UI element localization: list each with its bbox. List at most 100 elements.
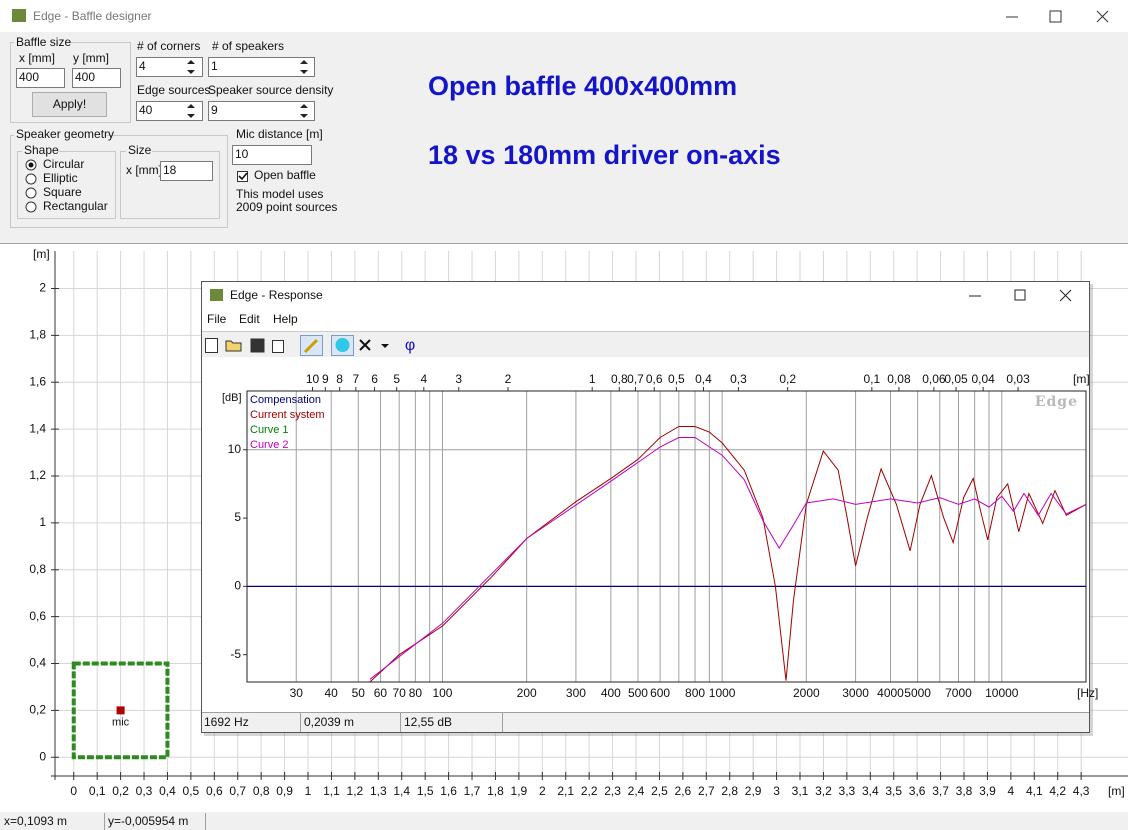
label: x [mm] (19, 51, 55, 65)
save-icon[interactable] (250, 338, 265, 353)
radio-button[interactable] (25, 187, 37, 199)
menu-item[interactable]: File (207, 312, 227, 326)
spin-input[interactable] (136, 57, 203, 77)
x-tick-label: 3,8 (956, 784, 973, 798)
y-tick-label: 0,8 (29, 562, 46, 576)
radio-label: Square (43, 185, 82, 199)
y-tick-label: 1,2 (29, 468, 46, 482)
y-tick-label: 1,6 (29, 374, 46, 388)
spin-input[interactable] (208, 101, 315, 121)
input-value: 400 (75, 70, 95, 84)
x-tick-label: 3,7 (932, 784, 949, 798)
x-tick-label: 2 (539, 784, 546, 798)
x-tick-label: 3,2 (815, 784, 832, 798)
watermark: Edge (1035, 394, 1078, 410)
text-input[interactable] (160, 161, 213, 181)
open-icon[interactable] (225, 340, 242, 352)
text-input[interactable] (72, 68, 121, 88)
group-legend: Baffle size (16, 35, 71, 49)
new-icon[interactable] (205, 338, 218, 353)
note: This model uses (236, 187, 323, 201)
x2-tick-label: 5 (393, 372, 400, 386)
x-tick-label: 0,6 (206, 784, 223, 798)
y-tick-label: 1 (39, 515, 46, 529)
spinner[interactable] (187, 60, 195, 74)
close-button[interactable] (1059, 289, 1072, 302)
group-box (120, 151, 220, 219)
label: Speaker source density (208, 83, 333, 97)
menu-item[interactable]: Edit (239, 312, 260, 326)
checkbox-label: Open baffle (254, 168, 316, 182)
radio-button[interactable] (25, 173, 37, 185)
x-tick-label: 0,8 (253, 784, 270, 798)
x-axis-unit: [Hz] (1077, 686, 1098, 700)
group-box (10, 135, 228, 228)
label: Mic distance [m] (236, 127, 323, 141)
x-tick-label: 2,8 (721, 784, 738, 798)
radio-label: Rectangular (43, 199, 108, 213)
radio-button[interactable] (25, 201, 37, 213)
x2-tick-label: 0,6 (646, 372, 663, 386)
apply-button[interactable] (32, 92, 107, 117)
delete-icon[interactable] (359, 339, 371, 351)
x-tick-label: 1,6 (440, 784, 457, 798)
label: Edge sources (137, 83, 210, 97)
y-axis-unit: [m] (33, 247, 50, 261)
y-tick-label: 0,2 (29, 703, 46, 717)
spin-input[interactable] (208, 57, 315, 77)
group-box (10, 42, 131, 123)
group-legend: Shape (24, 143, 59, 157)
x-tick-label: 1,7 (464, 784, 481, 798)
spinner[interactable] (300, 60, 308, 74)
copy-icon[interactable] (272, 340, 284, 353)
x-tick-label: 5000 (904, 686, 931, 700)
curve (369, 426, 1086, 682)
x-tick-label: 3,5 (885, 784, 902, 798)
plot-frame (246, 390, 1087, 683)
y-axis-unit: [dB] (222, 392, 242, 404)
x-tick-label: 1,3 (370, 784, 387, 798)
status-text: 12,55 dB (404, 715, 452, 729)
x-tick-label: 0,9 (276, 784, 293, 798)
x-tick-label: 600 (650, 686, 670, 700)
app-icon (12, 9, 26, 22)
label: # of speakers (212, 39, 284, 53)
spin-input[interactable] (136, 101, 203, 121)
input-value: 1 (211, 59, 218, 73)
text-input[interactable] (16, 68, 65, 88)
phase-icon[interactable]: φ (405, 337, 415, 354)
radio-label: Elliptic (43, 171, 78, 185)
input-value: 400 (19, 70, 39, 84)
x-tick-label: 70 (392, 686, 406, 700)
close-button[interactable] (1096, 10, 1109, 23)
maximize-button[interactable] (1049, 10, 1062, 23)
x-tick-label: 3000 (842, 686, 869, 700)
x-tick-label: 400 (601, 686, 621, 700)
x-tick-label: 50 (352, 686, 366, 700)
input-value: 4 (139, 59, 146, 73)
status-text: y=-0,005954 m (108, 814, 188, 828)
legend-bg (14, 129, 106, 141)
dropdown-arrow[interactable] (381, 344, 389, 348)
y-tick-label: 10 (228, 442, 242, 456)
x-tick-label: 1,5 (417, 784, 434, 798)
checkbox[interactable] (237, 171, 248, 182)
x2-tick-label: 2 (505, 372, 512, 386)
text-input[interactable] (232, 145, 312, 165)
response-title-bar (202, 282, 1089, 331)
group-legend: Size (128, 143, 152, 157)
legend-bg (14, 37, 70, 49)
maximize-button[interactable] (1014, 289, 1026, 301)
status-text: 0,2039 m (304, 715, 354, 729)
menu-item[interactable]: Help (273, 312, 298, 326)
x2-tick-label: 0,1 (864, 372, 881, 386)
x2-tick-label: 0,5 (668, 372, 685, 386)
x2-tick-label: 0,2 (779, 372, 796, 386)
spinner[interactable] (187, 104, 195, 118)
spinner[interactable] (300, 104, 308, 118)
x-tick-label: 4,2 (1049, 784, 1066, 798)
x-tick-label: 40 (325, 686, 339, 700)
app-icon (210, 289, 223, 301)
